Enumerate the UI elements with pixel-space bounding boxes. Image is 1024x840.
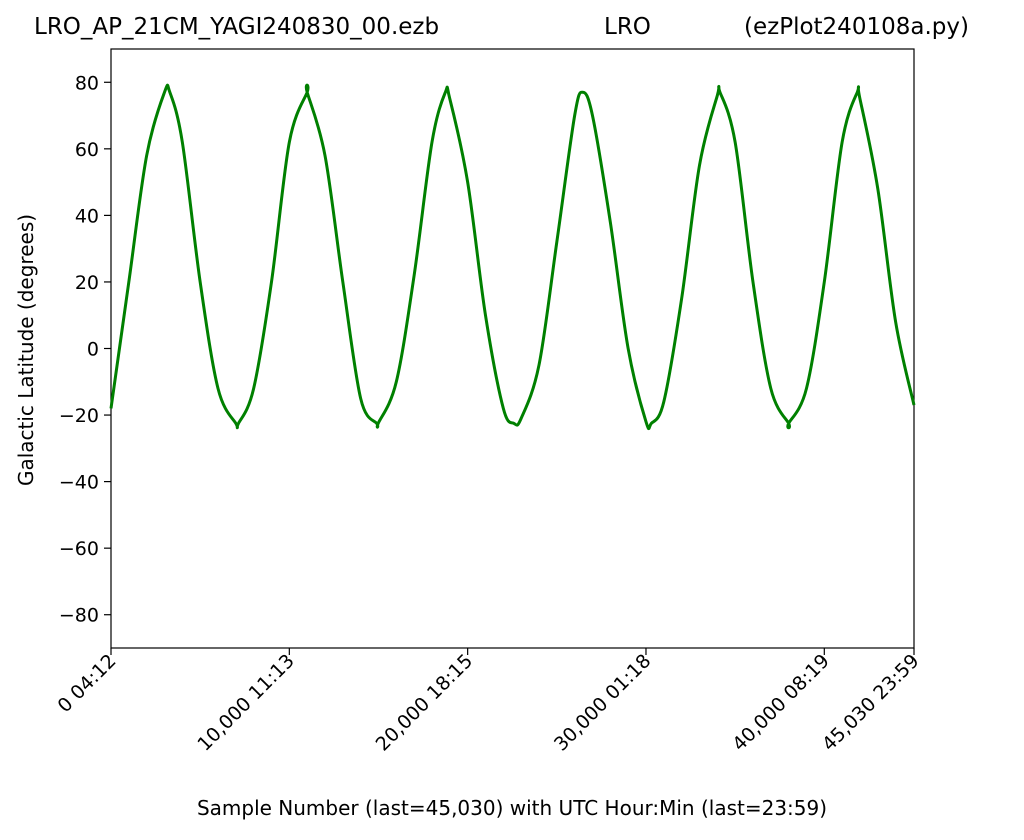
series-group (109, 83, 916, 431)
y-tick-label-5: −20 (59, 405, 99, 427)
chart-title-filename: LRO_AP_21CM_YAGI240830_00.ezb (34, 14, 440, 40)
chart-title-script: (ezPlot240108a.py) (744, 14, 969, 40)
axes-frame (110, 48, 915, 649)
x-tick-label-3: 30,000 01:18 (550, 650, 656, 756)
x-axis-label: Sample Number (last=45,030) with UTC Hou… (196, 796, 828, 820)
series-line-0 (109, 83, 916, 431)
y-tick-label-4: 0 (87, 339, 99, 361)
x-tick-label-0: 0 04:12 (53, 650, 120, 717)
x-tick-label-1: 10,000 11:13 (193, 650, 299, 756)
x-axis: 0 04:12 10,000 11:13 20,000 18:15 30,000 01… (53, 648, 924, 756)
y-tick-label-0: 80 (75, 72, 99, 94)
chart-title-observatory: LRO (604, 14, 651, 40)
y-axis-label: Galactic Latitude (degrees) (14, 213, 38, 487)
x-tick-label-5: 45,030 23:59 (818, 650, 924, 756)
y-tick-label-3: 20 (75, 272, 99, 294)
y-tick-label-7: −60 (59, 538, 99, 560)
y-tick-label-2: 40 (75, 205, 99, 227)
x-tick-label-2: 20,000 18:15 (372, 650, 478, 756)
y-axis: 80 60 40 20 0 −20 −40 −60 −80 (59, 72, 111, 627)
y-tick-label-1: 60 (75, 139, 99, 161)
y-tick-label-6: −40 (59, 472, 99, 494)
y-tick-label-8: −80 (59, 605, 99, 627)
